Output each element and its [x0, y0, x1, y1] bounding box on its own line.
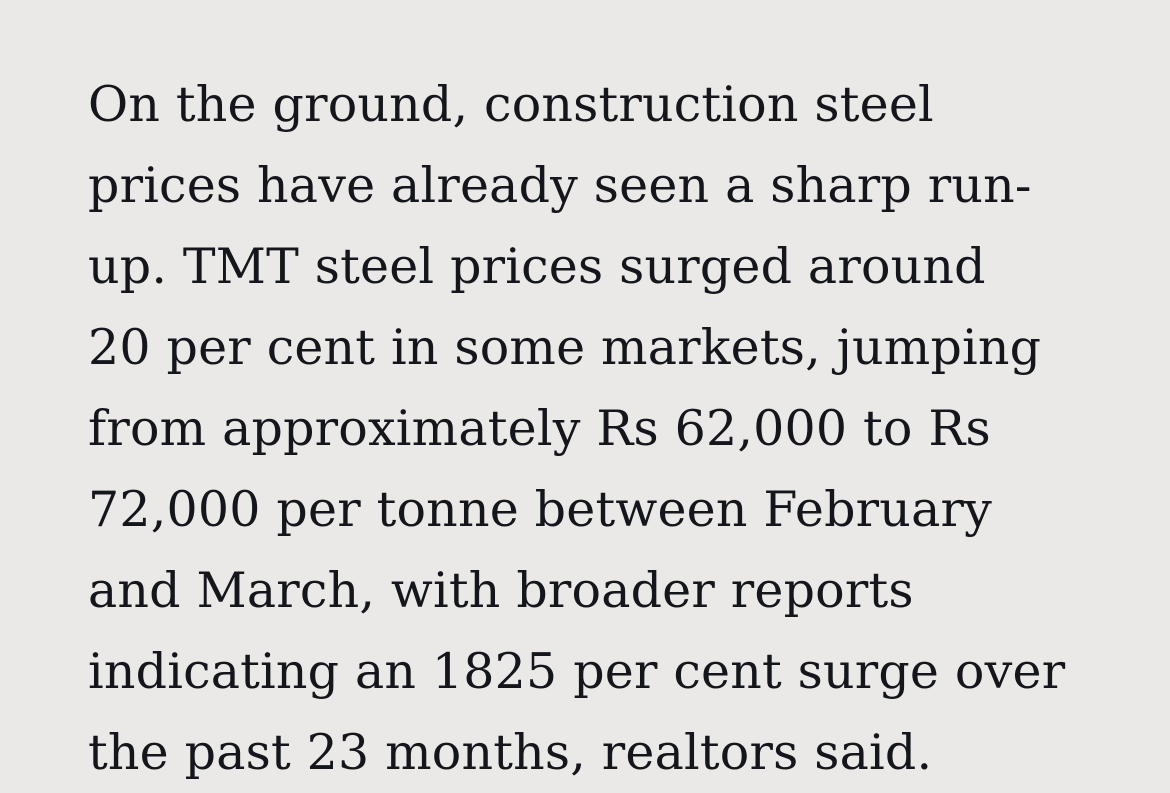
- paragraph-line-8: indicating an 1825 per cent surge over: [88, 643, 1066, 700]
- paragraph-line-3: up. TMT steel prices surged around: [88, 238, 986, 295]
- paragraph-line-6: 72,000 per tonne between February: [88, 481, 992, 538]
- paragraph-line-1: On the ground, construction steel: [88, 76, 934, 133]
- article-paragraph: On the ground, construction steel prices…: [88, 64, 1130, 793]
- paragraph-line-7: and March, with broader reports: [88, 562, 914, 619]
- paragraph-line-5: from approximately Rs 62,000 to Rs: [88, 400, 991, 457]
- paragraph-line-9: the past 23 months, realtors said.: [88, 724, 933, 781]
- paragraph-line-2: prices have already seen a sharp run-: [88, 157, 1032, 214]
- paragraph-line-4: 20 per cent in some markets, jumping: [88, 319, 1042, 376]
